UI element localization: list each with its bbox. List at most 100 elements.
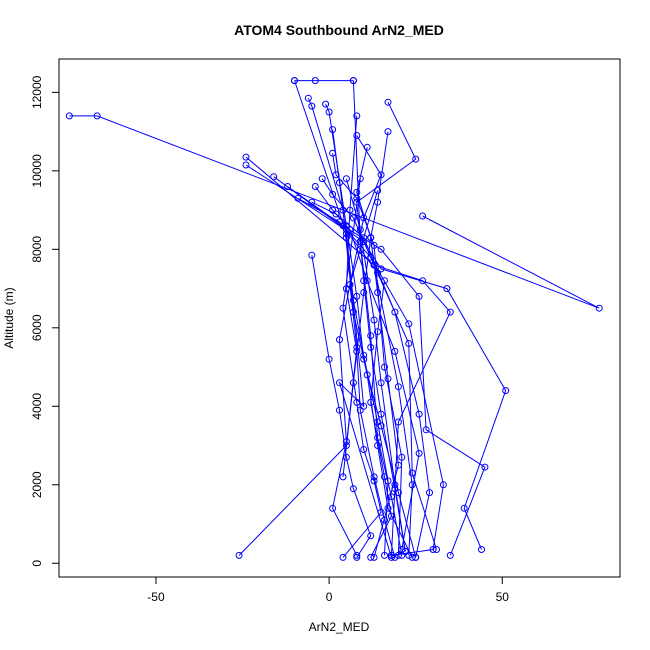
data-point-8-2 xyxy=(342,234,350,242)
x-axis: -50 0 50 xyxy=(147,577,509,604)
x-tick-label-0: 0 xyxy=(326,590,333,604)
data-point-8-3 xyxy=(349,296,357,304)
data-point-11-3 xyxy=(405,320,413,328)
data-point-6-4 xyxy=(356,406,364,414)
data-point-14-0 xyxy=(308,198,316,206)
data-point-22-2 xyxy=(367,398,375,406)
data-point-11-0 xyxy=(270,173,278,181)
series-line-20 xyxy=(342,178,382,558)
data-point-10-3 xyxy=(443,285,451,293)
data-point-25-4 xyxy=(356,226,364,234)
data-point-5-1 xyxy=(325,108,333,116)
data-point-18-5 xyxy=(394,461,402,469)
data-point-24-2 xyxy=(360,289,368,296)
data-point-22-3 xyxy=(381,473,388,481)
y-tick-label-10000: 10000 xyxy=(30,154,44,188)
data-point-22-4 xyxy=(387,512,395,520)
data-point-16-0 xyxy=(318,175,326,183)
data-point-7-4 xyxy=(367,343,375,351)
data-point-20-2 xyxy=(353,398,361,406)
data-point-21-5 xyxy=(353,551,361,559)
data-point-6-0 xyxy=(353,112,361,120)
data-point-12-0 xyxy=(284,183,292,190)
data-point-24-1 xyxy=(349,379,357,387)
y-tick-label-12000: 12000 xyxy=(30,75,44,109)
data-point-13-4 xyxy=(405,340,413,347)
series-line-8 xyxy=(332,129,389,556)
data-point-20-3 xyxy=(360,446,368,453)
data-point-23-4 xyxy=(360,214,368,222)
series-layer xyxy=(65,77,603,561)
y-tick-label-8000: 8000 xyxy=(30,236,44,263)
data-point-9-0 xyxy=(242,153,250,161)
data-point-4-1 xyxy=(308,102,316,110)
data-point-7-1 xyxy=(412,155,420,163)
data-point-20-1 xyxy=(339,304,347,312)
data-point-22-1 xyxy=(374,328,382,336)
data-point-15-5 xyxy=(415,449,423,457)
series-line-7 xyxy=(356,101,417,552)
data-point-18-4 xyxy=(384,375,392,383)
data-point-17-4 xyxy=(381,363,388,371)
data-point-24-5 xyxy=(384,128,392,136)
data-point-11-4 xyxy=(439,481,447,489)
series-line-3 xyxy=(352,80,403,556)
data-point-3-2 xyxy=(367,332,375,340)
data-point-15-4 xyxy=(391,347,399,355)
y-axis: 0 2000 4000 6000 8000 10000 12000 xyxy=(30,75,59,567)
data-point-24-3 xyxy=(367,234,375,242)
data-point-17-1 xyxy=(332,171,340,179)
data-point-16-5 xyxy=(408,481,416,489)
data-point-10-6 xyxy=(478,546,485,553)
data-point-10-5 xyxy=(460,504,468,512)
y-tick-label-6000: 6000 xyxy=(30,314,44,341)
data-point-21-4 xyxy=(329,504,337,512)
data-point-25-0 xyxy=(401,548,409,555)
data-point-25-1 xyxy=(391,481,399,489)
data-point-12-3 xyxy=(415,292,423,300)
data-point-0-2 xyxy=(595,304,603,312)
series-line-25 xyxy=(345,178,406,552)
data-point-12-5 xyxy=(481,463,489,471)
data-point-10-0 xyxy=(242,161,250,169)
data-point-5-3 xyxy=(353,292,361,300)
data-point-1-1 xyxy=(311,77,319,85)
series-line-22 xyxy=(370,280,392,558)
y-tick-label-2000: 2000 xyxy=(30,471,44,498)
data-point-19-2 xyxy=(336,406,343,414)
data-point-7-5 xyxy=(377,410,385,418)
plot-frame xyxy=(58,58,621,578)
data-point-8-0 xyxy=(329,126,337,134)
data-point-0-0 xyxy=(65,112,73,120)
data-point-13-0 xyxy=(294,194,302,202)
data-point-14-4 xyxy=(415,410,423,418)
series-line-4 xyxy=(307,97,413,558)
series-line-2 xyxy=(294,80,392,558)
data-point-10-4 xyxy=(502,387,510,395)
series-line-24 xyxy=(342,131,389,477)
data-point-19-1 xyxy=(325,355,333,363)
data-point-9-3 xyxy=(446,308,454,316)
data-point-14-1 xyxy=(332,210,340,218)
data-point-13-6 xyxy=(433,546,440,553)
data-point-0-3 xyxy=(419,212,427,220)
data-point-25-5 xyxy=(342,175,350,183)
data-point-19-5 xyxy=(367,532,375,540)
data-point-17-0 xyxy=(329,149,337,157)
data-point-14-5 xyxy=(426,489,433,497)
data-point-8-7 xyxy=(381,551,388,559)
y-tick-label-0: 0 xyxy=(30,560,44,567)
data-point-20-0 xyxy=(356,175,364,183)
x-tick-label--50: -50 xyxy=(147,590,165,604)
data-point-12-4 xyxy=(422,426,430,434)
data-point-5-0 xyxy=(322,100,330,108)
data-point-25-3 xyxy=(370,316,378,324)
data-point-12-6 xyxy=(446,551,454,559)
data-point-16-2 xyxy=(349,214,357,222)
data-point-24-4 xyxy=(374,198,382,206)
series-line-6 xyxy=(345,115,396,558)
series-line-21 xyxy=(332,190,379,556)
data-point-2-2 xyxy=(360,402,368,410)
data-point-20-6 xyxy=(339,553,347,561)
